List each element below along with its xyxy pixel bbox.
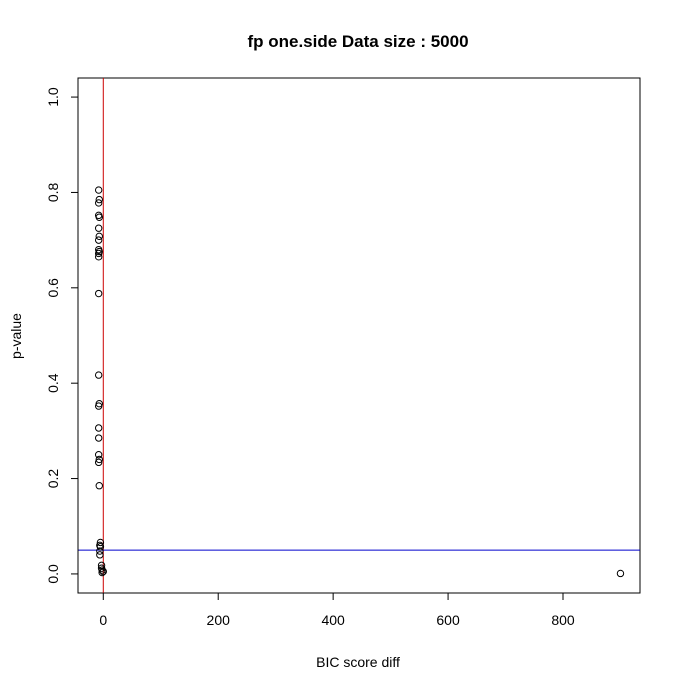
x-tick-label: 400 — [321, 612, 345, 628]
data-point — [94, 253, 103, 261]
chart-title: fp one.side Data size : 5000 — [247, 32, 468, 51]
y-tick-label: 0.6 — [45, 278, 61, 298]
y-tick-label: 0.4 — [45, 373, 61, 393]
data-point — [96, 538, 105, 547]
x-tick-label: 0 — [99, 612, 107, 628]
data-point — [616, 569, 625, 578]
y-axis: 0.0 0.2 0.4 0.6 0.8 1.0 — [45, 87, 79, 584]
data-points — [94, 186, 625, 578]
plot-frame — [77, 77, 641, 594]
reference-lines — [78, 78, 640, 593]
y-tick-label: 1.0 — [45, 87, 61, 107]
data-point — [94, 424, 103, 432]
data-point — [94, 451, 103, 459]
data-point — [95, 232, 103, 241]
data-point — [96, 551, 104, 559]
data-point — [96, 547, 104, 555]
data-point — [94, 249, 103, 258]
x-tick-label: 600 — [436, 612, 460, 628]
data-point — [94, 236, 103, 244]
x-axis-label: BIC score diff — [316, 654, 400, 670]
x-tick-label: 800 — [551, 612, 575, 628]
data-point — [94, 458, 103, 467]
data-point — [96, 543, 105, 551]
y-tick-label: 0.8 — [45, 183, 61, 203]
data-point — [99, 567, 107, 576]
data-point — [98, 568, 106, 577]
data-point — [94, 199, 103, 207]
y-tick-label: 0.0 — [45, 564, 61, 584]
data-point — [95, 195, 103, 204]
data-point — [95, 482, 103, 490]
x-axis: 0 200 400 600 800 — [99, 592, 575, 628]
data-point — [94, 224, 103, 232]
x-tick-label: 200 — [207, 612, 231, 628]
data-point — [98, 566, 106, 574]
y-tick-label: 0.2 — [45, 469, 61, 489]
y-axis-label: p-value — [8, 313, 24, 359]
data-point — [94, 186, 103, 194]
data-point — [94, 289, 103, 298]
data-point — [94, 371, 103, 379]
data-point — [94, 434, 103, 442]
data-point — [95, 455, 103, 464]
data-point — [95, 213, 103, 221]
data-point — [94, 402, 103, 410]
